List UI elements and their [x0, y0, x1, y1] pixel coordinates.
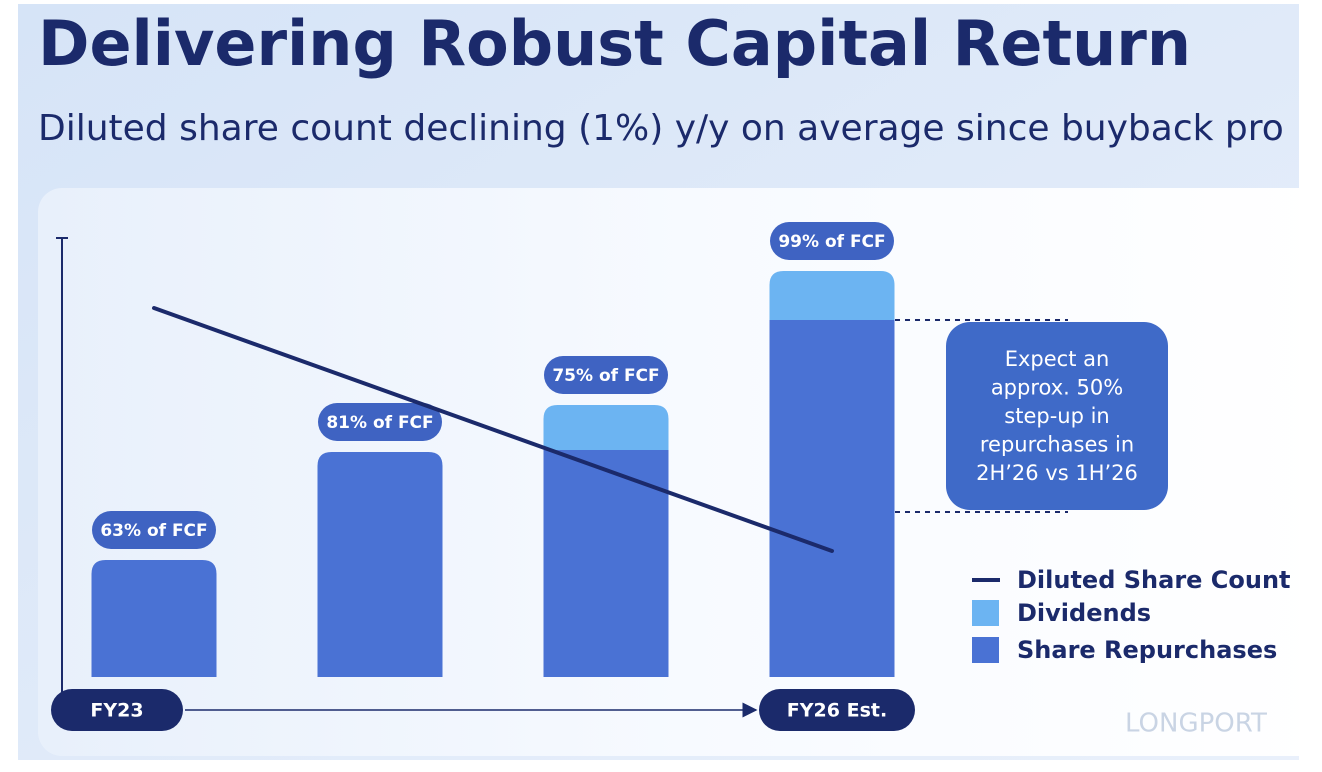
- callout-text: Expect an: [1005, 347, 1110, 371]
- callout-text: 2H’26 vs 1H’26: [976, 461, 1138, 485]
- chart-title: Delivering Robust Capital Return: [38, 7, 1191, 80]
- label-pill: [51, 689, 183, 731]
- callout-text: repurchases in: [980, 433, 1134, 457]
- label-pill: [770, 222, 894, 260]
- legend-key: [972, 600, 999, 626]
- bar: [543, 405, 669, 450]
- bar: [91, 560, 217, 677]
- legend-label: Dividends: [1017, 599, 1151, 627]
- legend-key: [972, 637, 999, 663]
- bar: [769, 320, 895, 677]
- label-pill: [318, 403, 442, 441]
- bar-label: 99% of FCF: [778, 232, 885, 252]
- bar: [769, 271, 895, 320]
- callout-box: [946, 322, 1168, 510]
- bar-label: 63% of FCF: [100, 521, 207, 541]
- label-pill: [92, 511, 216, 549]
- x-tick-label: FY23: [90, 700, 143, 722]
- chart-subtitle: Diluted share count declining (1%) y/y o…: [38, 108, 1284, 149]
- legend-label: Diluted Share Count: [1017, 566, 1291, 594]
- label-pill: [544, 356, 668, 394]
- callout-text: approx. 50%: [991, 376, 1123, 400]
- bar-label: 75% of FCF: [552, 366, 659, 386]
- line: [152, 306, 834, 553]
- bar: [317, 452, 443, 677]
- x-tick-label: FY26 Est.: [787, 700, 887, 722]
- watermark: LONGPORT: [1125, 709, 1267, 739]
- bar: [543, 450, 669, 677]
- callout-text: step-up in: [1004, 404, 1109, 428]
- bar-label: 81% of FCF: [326, 413, 433, 433]
- legend-label: Share Repurchases: [1017, 636, 1277, 664]
- label-pill: [759, 689, 915, 731]
